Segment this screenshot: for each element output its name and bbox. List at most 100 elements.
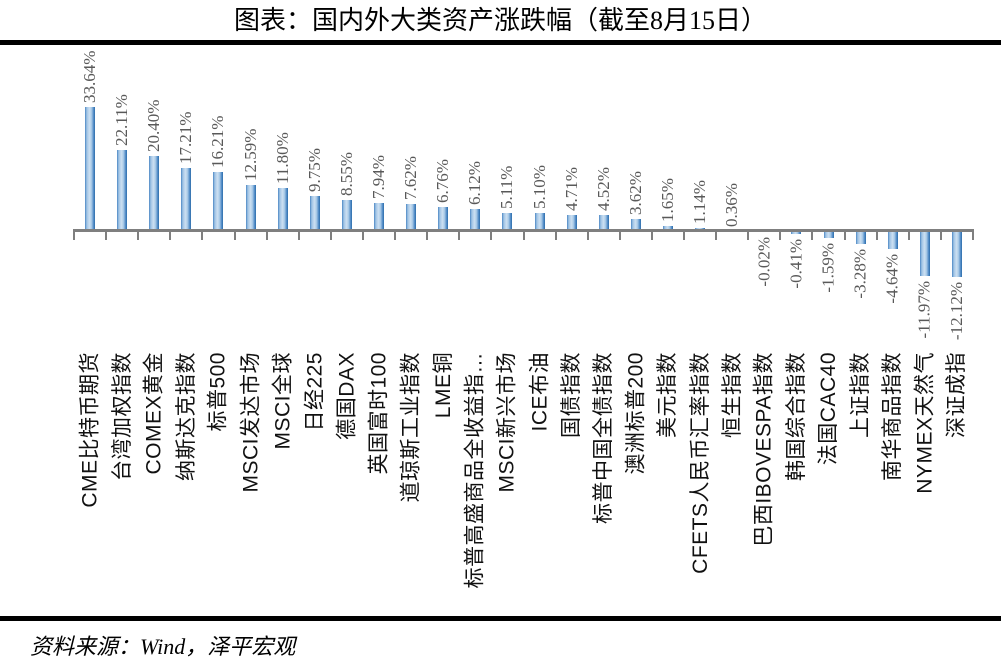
x-axis-tick	[586, 229, 589, 240]
bar	[855, 230, 866, 244]
x-axis-tick	[972, 229, 974, 240]
value-label: 20.40%	[144, 99, 164, 152]
x-axis-tick	[779, 229, 782, 240]
category-label: 韩国综合指数	[784, 352, 808, 481]
x-axis-tick	[522, 229, 525, 240]
category-label: MSCI新兴市场	[495, 352, 519, 493]
x-axis-tick	[361, 229, 364, 240]
category-label: 国债指数	[560, 352, 584, 438]
bar	[791, 230, 802, 234]
x-axis-tick	[715, 229, 718, 240]
value-label: -1.59%	[818, 243, 838, 293]
bar	[598, 215, 609, 232]
bar	[149, 156, 160, 232]
bar	[181, 168, 192, 232]
value-label: 8.55%	[336, 152, 356, 196]
category-label: 澳洲标普200	[624, 352, 648, 475]
category-label: 标普500	[206, 352, 230, 432]
bar	[245, 185, 256, 232]
category-label: 巴西IBOVESPA指数	[752, 352, 776, 547]
x-axis-tick	[875, 229, 878, 240]
bar	[213, 172, 224, 232]
category-label: 上证指数	[849, 352, 873, 438]
value-label: -11.97%	[914, 281, 934, 339]
value-label: 9.75%	[304, 148, 324, 192]
value-label: 0.36%	[722, 183, 742, 227]
category-label: ICE布油	[528, 352, 552, 432]
x-axis-tick	[394, 229, 397, 240]
x-axis-tick	[618, 229, 621, 240]
category-label: 法国CAC40	[817, 352, 841, 466]
bottom-rule	[0, 616, 1001, 621]
bar	[919, 230, 930, 276]
category-label: 英国富时100	[367, 352, 391, 475]
value-label: 12.59%	[240, 128, 260, 181]
x-axis-tick	[939, 229, 942, 240]
value-label: 5.10%	[529, 165, 549, 209]
source-note: 资料来源：Wind，泽平宏观	[30, 634, 296, 659]
bar	[117, 150, 128, 232]
value-label: -12.12%	[946, 282, 966, 341]
x-axis-tick	[105, 229, 108, 240]
bar	[470, 209, 481, 232]
category-label: 台湾加权指数	[110, 352, 134, 481]
value-label: 6.76%	[433, 159, 453, 203]
value-label: -3.28%	[850, 249, 870, 299]
category-label: MSCI全球	[271, 352, 295, 450]
value-label: 4.71%	[561, 167, 581, 211]
x-axis-tick	[490, 229, 493, 240]
category-label: 标普中国全债指数	[592, 352, 616, 524]
value-label: 7.94%	[369, 155, 389, 199]
value-label: -4.64%	[882, 254, 902, 304]
value-label: 7.62%	[401, 156, 421, 200]
bar	[823, 230, 834, 238]
category-label: 恒生指数	[720, 352, 744, 438]
x-axis-tick	[554, 229, 557, 240]
value-label: 1.65%	[657, 178, 677, 222]
bar	[406, 204, 417, 232]
x-axis-tick	[747, 229, 750, 240]
bar	[85, 107, 96, 232]
value-label: 22.11%	[112, 94, 132, 146]
value-label: 17.21%	[176, 111, 196, 164]
bar	[502, 213, 513, 232]
category-label: NYMEX天然气	[913, 352, 937, 494]
bar	[951, 230, 962, 277]
bar	[630, 219, 641, 232]
bar	[566, 215, 577, 232]
category-label: 日经225	[303, 352, 327, 432]
bar	[887, 230, 898, 249]
category-label: 南华商品指数	[881, 352, 905, 481]
x-axis-tick	[907, 229, 910, 240]
x-axis-tick	[265, 229, 268, 240]
top-rule	[0, 40, 1001, 45]
bar	[277, 188, 288, 232]
category-label: 道琼斯工业指数	[399, 352, 423, 503]
category-label: MSCI发达市场	[239, 352, 263, 493]
value-label: 5.11%	[497, 165, 517, 209]
x-axis-tick	[811, 229, 814, 240]
value-label: 4.52%	[593, 167, 613, 211]
value-label: -0.02%	[754, 237, 774, 287]
value-label: 3.62%	[625, 171, 645, 215]
category-label: CME比特币期货	[78, 352, 102, 508]
x-axis-tick	[683, 229, 686, 240]
bar	[534, 213, 545, 232]
x-axis-tick	[73, 229, 75, 240]
value-label: 6.12%	[465, 161, 485, 205]
x-axis-tick	[843, 229, 846, 240]
category-label: 美元指数	[656, 352, 680, 438]
bar	[374, 203, 385, 232]
category-label: LME铜	[431, 352, 455, 419]
value-label: 33.64%	[80, 50, 100, 103]
x-axis-tick	[297, 229, 300, 240]
x-axis-tick	[458, 229, 461, 240]
value-label: 11.80%	[272, 132, 292, 184]
bar	[341, 200, 352, 232]
x-axis-tick	[329, 229, 332, 240]
x-axis-tick	[169, 229, 172, 240]
bar	[309, 196, 320, 232]
category-label: 标普高盛商品全收益指…	[463, 352, 487, 589]
value-label: 16.21%	[208, 115, 228, 168]
category-label: 深证成指	[945, 352, 969, 438]
